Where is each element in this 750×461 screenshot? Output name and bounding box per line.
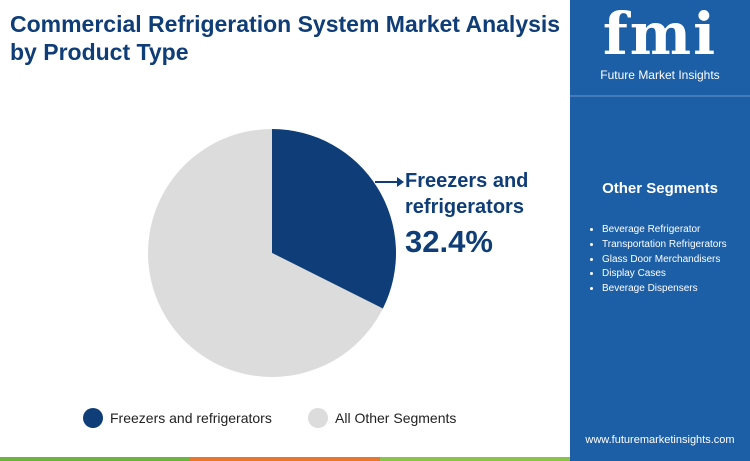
segment-list: Beverage RefrigeratorTransportation Refr… <box>586 223 727 297</box>
pie-slice <box>272 129 396 309</box>
legend-swatch <box>308 408 328 428</box>
footer-bar <box>0 457 190 461</box>
pie-slice <box>147 129 383 377</box>
sidebar-heading: Other Segments <box>602 180 718 197</box>
legend-swatch <box>83 408 103 428</box>
footer-bar <box>190 457 380 461</box>
segment-item: Display Cases <box>602 267 727 282</box>
annotation-arrow-head <box>397 177 404 187</box>
annotation-label: Freezers and refrigerators <box>405 170 529 218</box>
logo: fmi <box>602 0 718 68</box>
logo-text: Future Market Insights <box>600 68 720 82</box>
value-label: 32.4% <box>405 224 493 259</box>
footer-bar <box>380 457 570 461</box>
chart-title: Commercial Refrigeration System Market A… <box>10 11 561 65</box>
legend-label: All Other Segments <box>335 410 457 426</box>
sidebar-bg <box>570 0 750 461</box>
segment-item: Beverage Dispensers <box>602 282 727 297</box>
website: www.futuremarketinsights.com <box>585 434 735 446</box>
segment-item: Transportation Refrigerators <box>602 238 727 253</box>
segment-item: Glass Door Merchandisers <box>602 253 727 268</box>
legend-label: Freezers and refrigerators <box>110 410 272 426</box>
segment-item: Beverage Refrigerator <box>602 223 727 238</box>
